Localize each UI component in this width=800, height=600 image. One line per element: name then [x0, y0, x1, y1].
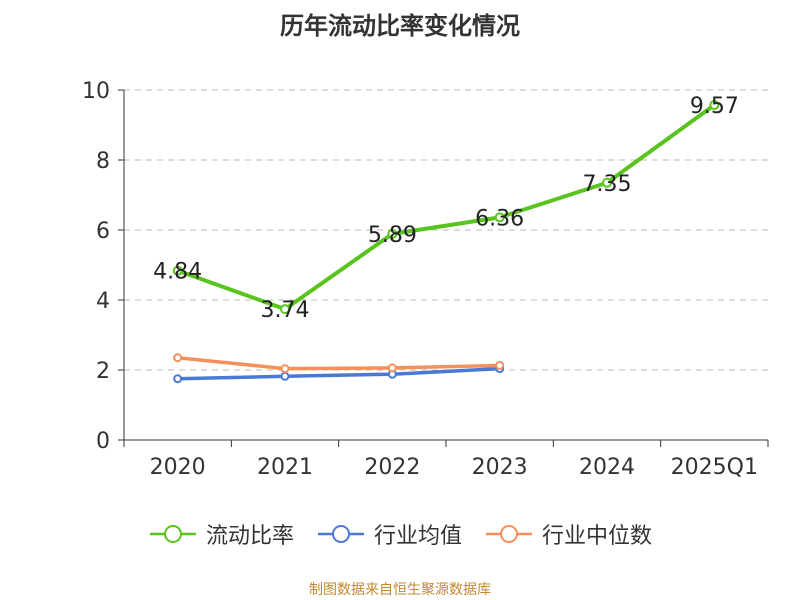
y-tick-label: 4 — [96, 289, 110, 314]
legend-marker-current-ratio — [149, 525, 196, 543]
y-tick-label: 10 — [82, 79, 110, 104]
x-tick-label: 2021 — [257, 455, 313, 480]
y-tick-label: 0 — [96, 429, 110, 454]
data-point — [387, 228, 398, 239]
data-point — [280, 364, 290, 374]
legend-item-current-ratio[interactable]: 流动比率 — [148, 518, 294, 550]
chart-title: 历年流动比率变化情况 — [280, 12, 520, 40]
data-point — [280, 304, 290, 315]
data-point — [280, 371, 290, 381]
axes: 0 2 4 6 8 10 2020 2021 2022 2023 2024 2025Q1 — [82, 79, 769, 480]
data-labels: 4.84 3.74 5.89 6.36 7.35 9.57 — [153, 94, 739, 323]
x-tick-label: 2024 — [579, 455, 635, 480]
data-label: 3.74 — [261, 298, 310, 323]
x-tick-label: 2022 — [364, 455, 420, 480]
series-line-industry-median — [177, 356, 500, 371]
data-point — [709, 100, 720, 111]
data-label: 6.36 — [475, 206, 524, 231]
y-tick-label: 6 — [96, 219, 110, 244]
y-tick-label: 2 — [96, 359, 110, 384]
data-point — [387, 363, 397, 373]
series-line-industry-avg — [177, 366, 500, 381]
legend-item-industry-median[interactable]: 行业中位数 — [484, 518, 652, 550]
x-tick-label: 2023 — [472, 455, 528, 480]
legend-marker-industry-median — [486, 525, 532, 543]
legend-label: 流动比率 — [205, 524, 294, 549]
legend-marker-industry-avg — [317, 525, 364, 543]
legend-label: 行业中位数 — [542, 524, 653, 549]
legend-label: 行业均值 — [373, 524, 462, 549]
y-tick-label: 8 — [96, 149, 110, 174]
data-source-note: 制图数据来自恒生聚源数据库 — [309, 582, 491, 598]
data-label: 7.35 — [583, 172, 632, 197]
series-line-current-ratio — [176, 103, 716, 312]
data-point — [494, 212, 505, 223]
data-point — [173, 353, 183, 363]
data-label: 4.84 — [153, 260, 202, 285]
data-point — [172, 265, 183, 276]
series-layer — [172, 100, 720, 384]
data-label: 5.89 — [368, 223, 417, 248]
x-tick-label: 2020 — [150, 455, 206, 480]
data-point — [173, 374, 183, 384]
legend: 流动比率 行业均值 行业中位数 — [0, 518, 800, 550]
data-label: 9.57 — [690, 94, 739, 119]
grid-lines — [124, 89, 768, 371]
legend-item-industry-avg[interactable]: 行业均值 — [316, 518, 462, 550]
data-point — [602, 177, 612, 188]
data-point — [495, 360, 505, 370]
x-tick-label: 2025Q1 — [671, 455, 758, 480]
